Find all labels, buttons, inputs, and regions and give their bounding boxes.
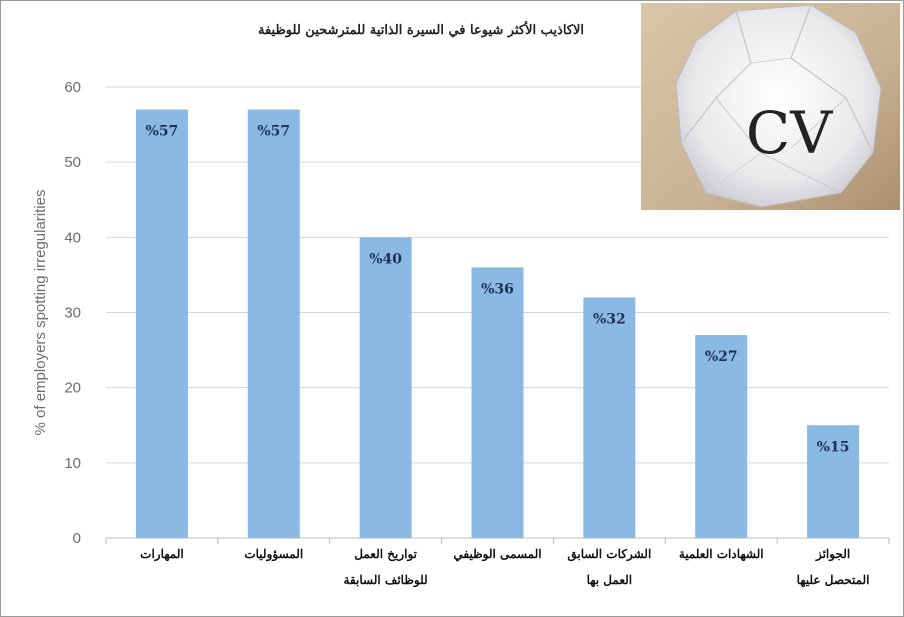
bar — [471, 267, 524, 538]
y-tick-label: 20 — [64, 380, 81, 397]
x-category-label: المهارات — [140, 547, 184, 562]
bar — [807, 425, 860, 538]
x-category-label: المسؤوليات — [244, 547, 303, 562]
x-category-label: الشركات السابق — [567, 547, 651, 562]
x-category-label: المتحصل عليها — [797, 573, 870, 588]
y-tick-label: 50 — [64, 154, 81, 171]
data-label: %15 — [817, 439, 850, 455]
cv-text: CV — [746, 99, 833, 167]
x-category-label: الجوائز — [815, 547, 850, 562]
y-tick-label: 10 — [64, 455, 81, 472]
bar — [359, 237, 412, 539]
x-category-label: تواريخ العمل — [354, 547, 417, 562]
bar — [695, 335, 748, 538]
y-tick-label: 60 — [64, 79, 81, 96]
x-category-label: الشهادات العلمية — [679, 547, 764, 562]
y-axis-title: % of employers spotting irregularities — [32, 190, 49, 436]
data-label: %32 — [593, 311, 626, 327]
y-tick-label: 30 — [64, 305, 81, 322]
bar — [247, 109, 300, 539]
chart-title: الاكاذيب الأكثر شيوعا في السيرة الذاتية … — [257, 23, 584, 38]
x-category-label: المسمى الوظيفي — [453, 547, 541, 562]
data-label: %57 — [146, 124, 179, 140]
y-tick-label: 0 — [73, 530, 81, 547]
data-label: %57 — [257, 124, 290, 140]
x-category-label: للوظائف السابقة — [344, 573, 428, 588]
bar — [135, 109, 188, 539]
data-label: %27 — [705, 349, 738, 365]
data-label: %40 — [369, 251, 402, 267]
x-category-label: العمل بها — [587, 573, 633, 588]
crumpled-cv-photo: CV — [641, 3, 900, 210]
y-tick-label: 40 — [64, 229, 81, 246]
bar — [583, 297, 636, 538]
data-label: %36 — [481, 281, 514, 297]
